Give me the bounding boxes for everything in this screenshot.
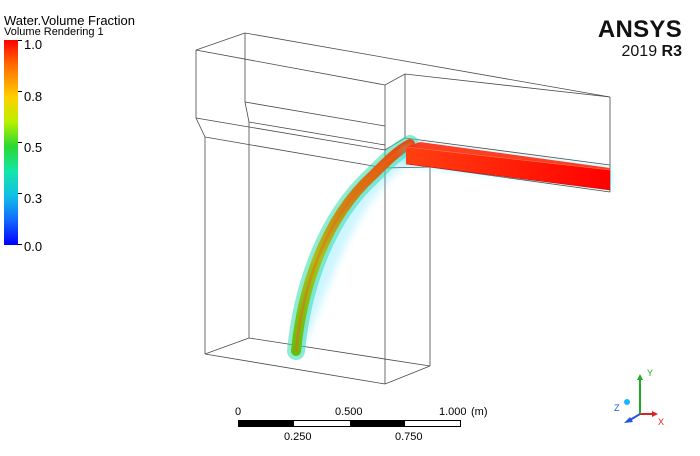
scale-segment: [294, 421, 350, 426]
scale-label: 0.750: [395, 431, 423, 443]
scale-unit: (m): [471, 406, 488, 418]
colorbar: [4, 40, 18, 245]
scale-label: 0.250: [284, 431, 312, 443]
domain-wireframe: [195, 32, 611, 385]
scale-label: 0.500: [335, 406, 363, 418]
brand-version-release: R3: [661, 43, 682, 60]
scale-segment: [349, 421, 405, 426]
brand-name: ANSYS: [597, 16, 682, 43]
brand-logo: ANSYS 2019 R3: [598, 18, 682, 60]
brand-version: 2019 R3: [598, 43, 683, 60]
colorbar-tick-mark: [18, 91, 22, 92]
colorbar-tick-mark: [18, 142, 22, 143]
legend-title: Water.Volume Fraction: [4, 13, 136, 28]
scale-label: 0: [235, 406, 242, 418]
colorbar-tick-mark: [18, 193, 22, 194]
triad-label-z: Z: [614, 403, 620, 413]
colorbar-tick-mark: [18, 244, 22, 245]
triad-label-x: X: [658, 417, 664, 427]
brand-version-year: 2019: [621, 43, 658, 60]
colorbar-tick-label: 0.0: [24, 239, 43, 254]
colorbar-tick-label: 1.0: [24, 37, 43, 52]
triad-label-y: Y: [647, 368, 653, 378]
colorbar-tick-label: 0.8: [24, 89, 43, 104]
scale-bar: [238, 420, 461, 427]
colorbar-tick-label: 0.3: [24, 191, 43, 206]
colorbar-tick-mark: [18, 40, 22, 41]
volume-rendering: [287, 135, 611, 360]
axis-triad-icon[interactable]: Y Z X: [612, 368, 672, 428]
legend-subtitle: Volume Rendering 1: [4, 26, 104, 38]
scale-segment: [404, 421, 460, 426]
scale-label: 1.000: [439, 406, 467, 418]
scale-segment: [239, 421, 295, 426]
colorbar-tick-label: 0.5: [24, 140, 43, 155]
